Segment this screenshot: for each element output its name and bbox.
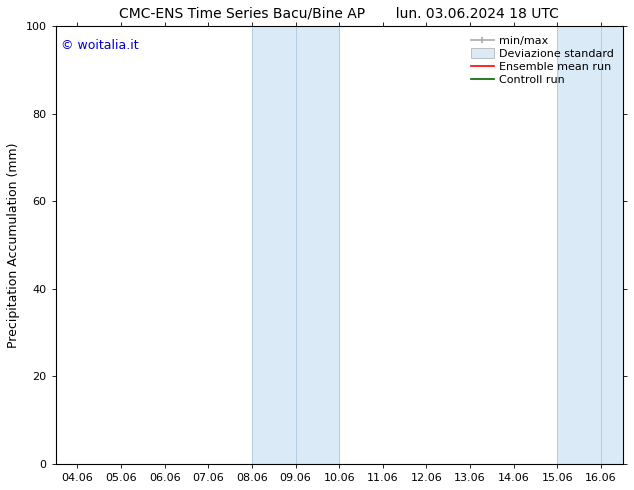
Bar (252, 26, 339, 464)
Title: CMC-ENS Time Series Bacu/Bine AP       lun. 03.06.2024 18 UTC: CMC-ENS Time Series Bacu/Bine AP lun. 03… (119, 7, 559, 21)
Legend: min/max, Deviazione standard, Ensemble mean run, Controll run: min/max, Deviazione standard, Ensemble m… (468, 32, 618, 88)
Text: © woitalia.it: © woitalia.it (61, 39, 139, 52)
Bar (557, 26, 634, 464)
Y-axis label: Precipitation Accumulation (mm): Precipitation Accumulation (mm) (7, 143, 20, 348)
